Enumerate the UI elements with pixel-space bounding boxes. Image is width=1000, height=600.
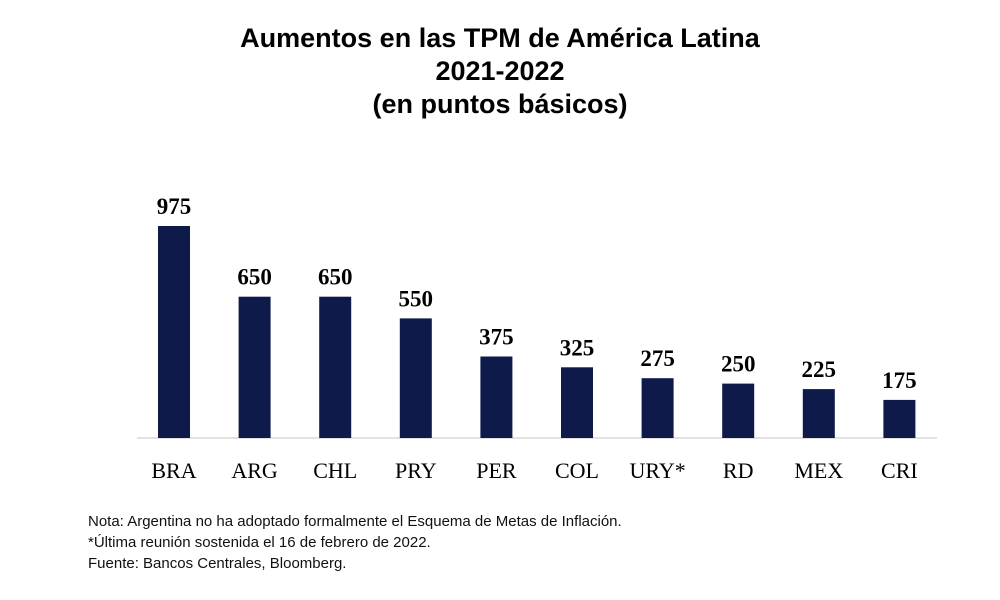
bar-pry — [399, 318, 432, 438]
category-label-pry: PRY — [395, 458, 437, 483]
value-label-per: 375 — [479, 325, 514, 350]
value-label-ury: 275 — [640, 346, 675, 371]
chart-subtitle-units: (en puntos básicos) — [372, 89, 628, 119]
bar-rd — [722, 383, 755, 438]
category-label-ury: URY* — [629, 458, 685, 483]
category-labels-group: BRA ARG CHL PRY PER COL URY* RD MEX CRI — [151, 458, 917, 483]
category-label-col: COL — [555, 458, 599, 483]
category-label-arg: ARG — [231, 458, 278, 483]
value-label-cri: 175 — [882, 368, 917, 393]
value-label-pry: 550 — [399, 286, 434, 311]
value-label-bra: 975 — [157, 194, 192, 219]
footnote-nota: Nota: Argentina no ha adoptado formalmen… — [88, 513, 622, 530]
category-label-bra: BRA — [151, 458, 196, 483]
bar-bra — [158, 226, 190, 438]
category-label-per: PER — [476, 458, 517, 483]
bar-cri — [883, 399, 916, 438]
bar-col — [561, 367, 593, 438]
chart-subtitle-years: 2021-2022 — [435, 56, 565, 86]
footnote-ultima-reunion: *Última reunión sostenida el 16 de febre… — [88, 534, 431, 551]
value-label-rd: 250 — [721, 352, 756, 377]
value-label-arg: 650 — [237, 265, 272, 290]
bar-chl — [319, 296, 352, 438]
category-label-rd: RD — [723, 458, 754, 483]
chart-title: Aumentos en las TPM de América Latina — [240, 23, 760, 53]
bar-arg — [238, 296, 271, 438]
value-label-chl: 650 — [318, 265, 353, 290]
bar-per — [480, 356, 513, 438]
value-label-mex: 225 — [802, 357, 837, 382]
category-label-chl: CHL — [313, 458, 357, 483]
value-label-col: 325 — [560, 335, 595, 360]
bar-ury — [641, 378, 674, 438]
value-labels-group: 975 650 650 550 375 325 275 250 225 175 — [157, 194, 917, 393]
category-label-mex: MEX — [794, 458, 843, 483]
chart-title-block: Aumentos en las TPM de América Latina 20… — [0, 22, 1000, 121]
bars-group — [158, 226, 916, 438]
category-label-cri: CRI — [881, 458, 918, 483]
footnote-fuente: Fuente: Bancos Centrales, Bloomberg. — [88, 555, 347, 572]
footnotes: Nota: Argentina no ha adoptado formalmen… — [88, 511, 622, 574]
bar-mex — [802, 389, 835, 438]
